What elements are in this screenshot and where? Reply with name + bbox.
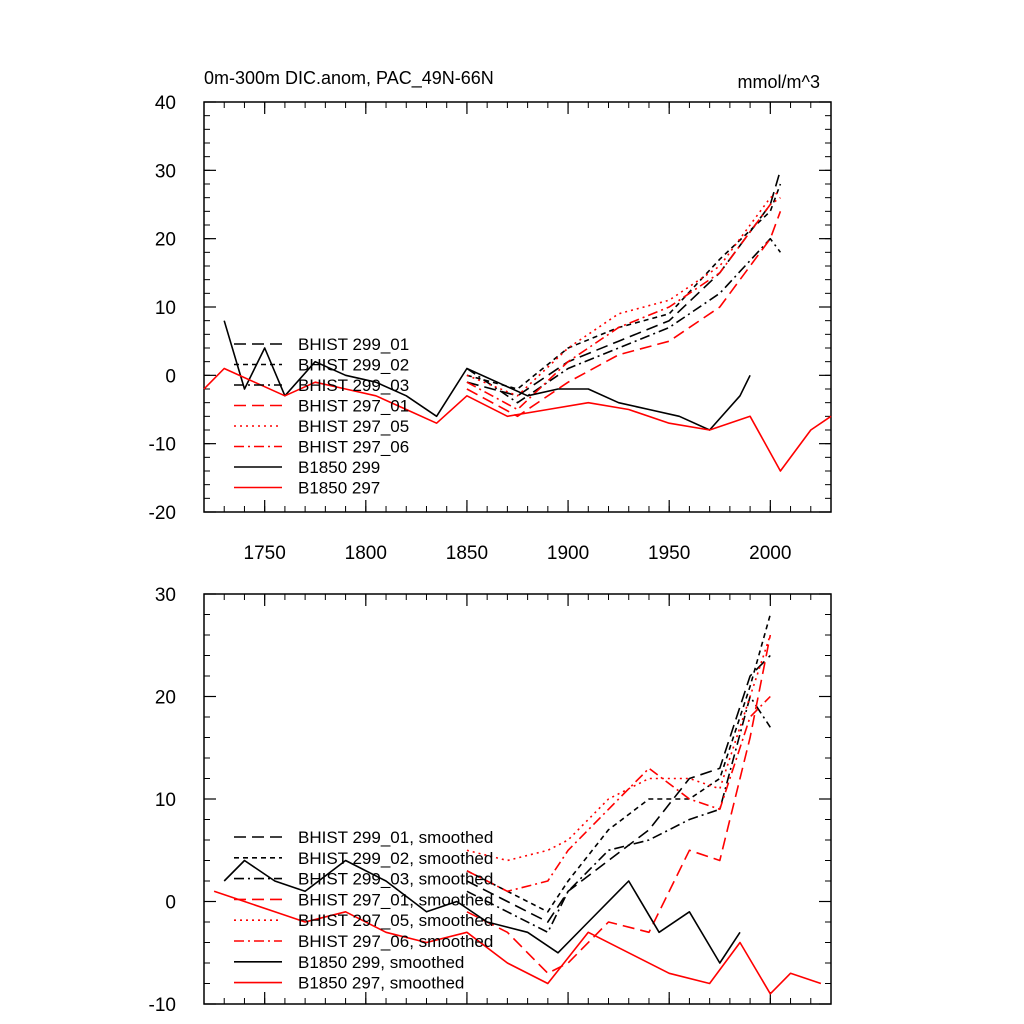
legend-label: BHIST 297_06 [298, 438, 409, 457]
legend-label: BHIST 297_06, smoothed [298, 932, 493, 951]
series-line-bhist-297-05-smoothed [466, 634, 772, 862]
legend-label: BHIST 297_05, smoothed [298, 911, 493, 930]
x-tick-label: 1850 [446, 543, 488, 564]
series-line-bhist-297-01-smoothed [466, 634, 772, 975]
legend-label: BHIST 299_01, smoothed [298, 828, 493, 847]
series-line-bhist-299-02-smoothed [466, 614, 772, 913]
legend-label: BHIST 299_02 [298, 356, 409, 375]
y-tick-label: 30 [155, 161, 176, 182]
y-tick-label: -10 [149, 435, 176, 456]
x-tick-label: 1750 [244, 543, 286, 564]
x-tick-label: 1800 [345, 543, 387, 564]
legend-label: BHIST 299_03 [298, 376, 409, 395]
series-line-b1850-299 [223, 320, 751, 431]
y-tick-label: 20 [155, 230, 176, 251]
y-tick-label: 0 [165, 366, 176, 387]
legend-label: B1850 297 [298, 479, 380, 498]
legend-label: B1850 297, smoothed [298, 974, 464, 993]
series-line-b1850-297-smoothed [213, 890, 822, 995]
bottom-chart-legend: BHIST 299_01, smoothed BHIST 299_02, smoo… [234, 828, 493, 993]
x-tick-label: 2000 [749, 543, 791, 564]
series-line-bhist-297-06-smoothed [466, 695, 771, 893]
y-tick-label: -10 [149, 995, 176, 1016]
y-tick-label: 10 [155, 790, 176, 811]
y-tick-label: 20 [155, 688, 176, 709]
series-line-b1850-297 [203, 367, 832, 472]
legend-label: BHIST 297_01, smoothed [298, 890, 493, 909]
bottom-chart-series [213, 614, 822, 995]
x-tick-label: 1950 [648, 543, 690, 564]
series-line-b1850-299-smoothed [223, 859, 741, 964]
legend-label: BHIST 299_01 [298, 335, 409, 354]
series-line-bhist-297-01 [466, 211, 782, 418]
series-line-bhist-299-01 [466, 170, 782, 397]
top-chart-ticks: -20 -10 0 10 20 30 40 1750 1800 1850 1900 1950 2000 [149, 93, 832, 564]
legend-label: B1850 299, smoothed [298, 953, 464, 972]
y-tick-label: 0 [165, 893, 176, 914]
series-line-bhist-297-06 [466, 197, 781, 411]
top-chart-units: mmol/m^3 [738, 72, 820, 92]
x-tick-label: 1900 [547, 543, 589, 564]
legend-label: B1850 299 [298, 458, 380, 477]
y-tick-label: 10 [155, 298, 176, 319]
series-line-bhist-299-03-smoothed [466, 695, 771, 934]
top-chart-series [203, 170, 832, 472]
bottom-chart-ticks: -10 0 10 20 30 [149, 585, 832, 1016]
legend-label: BHIST 297_05 [298, 417, 409, 436]
y-tick-label: -20 [149, 503, 176, 524]
series-line-bhist-297-05 [466, 190, 781, 397]
series-line-bhist-299-03 [466, 237, 782, 404]
y-tick-label: 40 [155, 93, 176, 114]
y-tick-label: 30 [155, 585, 176, 606]
top-chart-title: 0m-300m DIC.anom, PAC_49N-66N [204, 68, 494, 89]
legend-label: BHIST 299_03, smoothed [298, 870, 493, 889]
series-line-bhist-299-02 [466, 183, 782, 390]
legend-label: BHIST 299_02, smoothed [298, 849, 493, 868]
legend-label: BHIST 297_01 [298, 397, 409, 416]
top-chart: 0m-300m DIC.anom, PAC_49N-66N mmol/m^3 -… [149, 68, 832, 564]
